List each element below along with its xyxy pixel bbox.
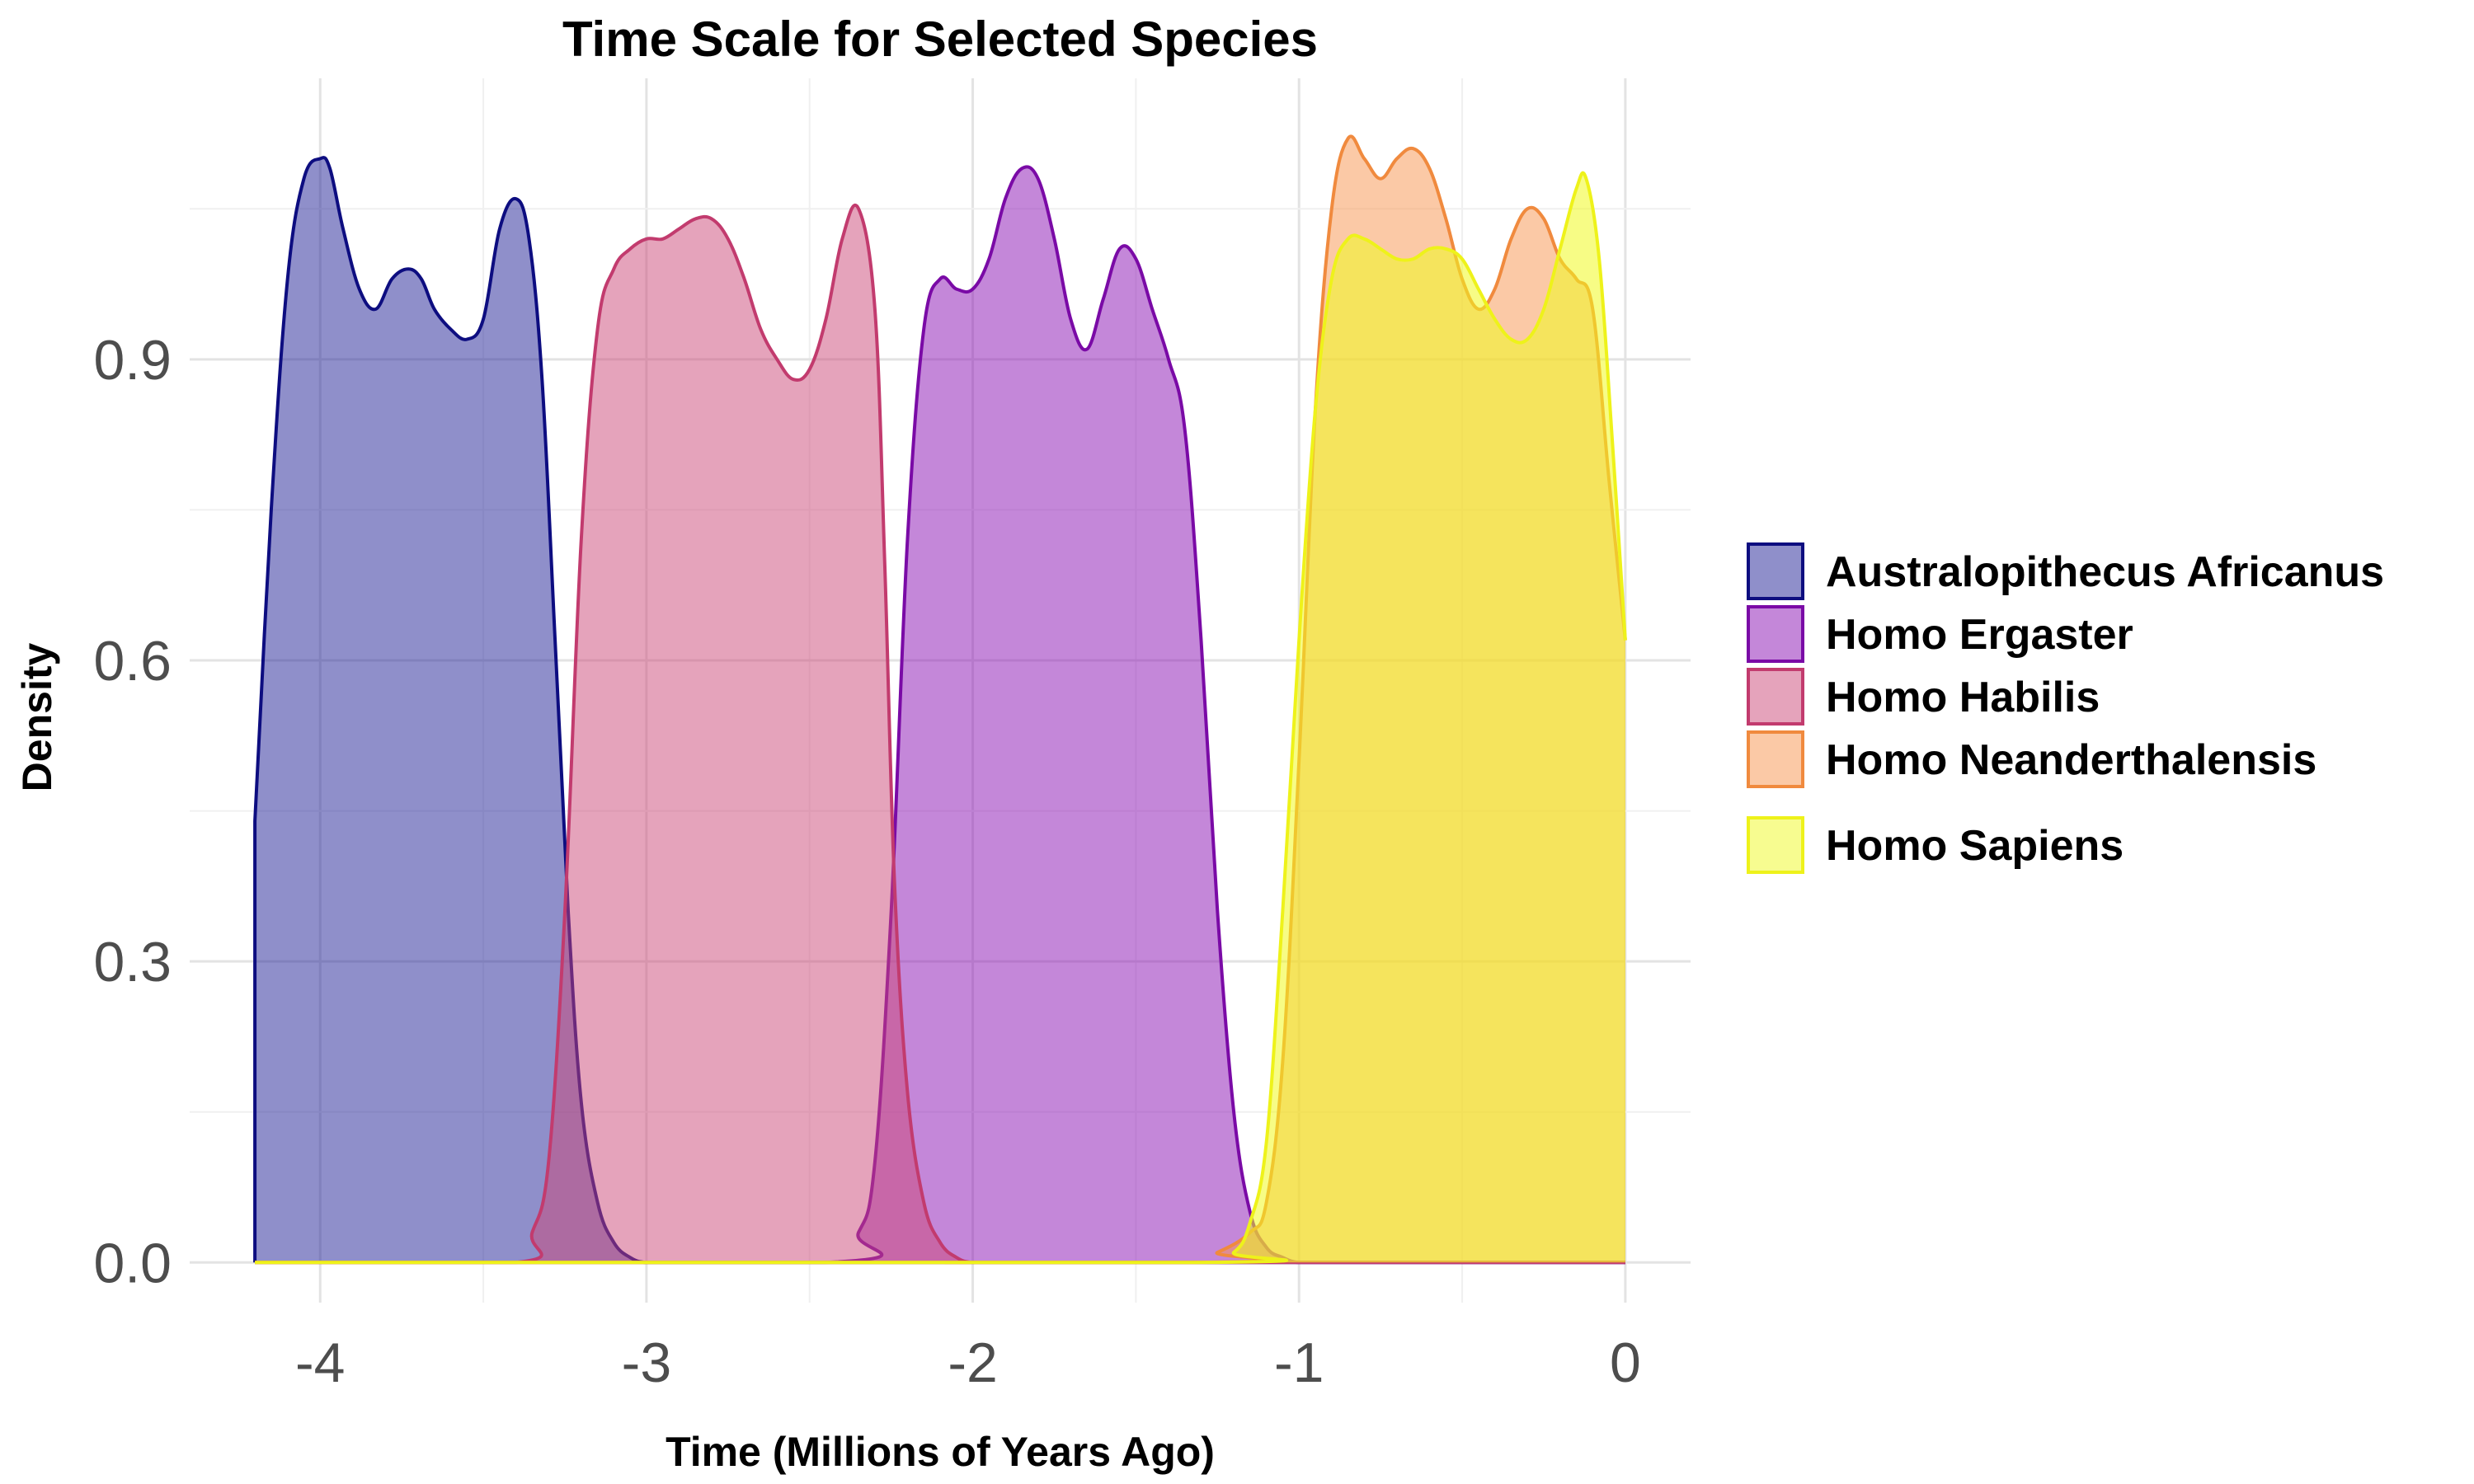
density-area-australopithecus-africanus — [255, 157, 1625, 1263]
y-tick-label: 0.3 — [93, 931, 172, 993]
legend-swatch-homo-ergaster — [1747, 605, 1804, 663]
legend-item-homo-habilis: Homo Habilis — [1747, 668, 2100, 726]
density-area-homo-ergaster — [255, 167, 1625, 1263]
legend-item-homo-sapiens: Homo Sapiens — [1747, 816, 2124, 874]
legend-label-homo-neanderthalensis: Homo Neanderthalensis — [1826, 736, 2316, 784]
y-axis-title: Density — [14, 643, 60, 792]
legend-swatch-homo-neanderthalensis — [1747, 730, 1804, 788]
legend-item-homo-neanderthalensis: Homo Neanderthalensis — [1747, 730, 2316, 788]
chart-title: Time Scale for Selected Species — [562, 12, 1318, 67]
x-tick-label: -1 — [1274, 1331, 1324, 1394]
legend-label-australopithecus-africanus: Australopithecus Africanus — [1826, 548, 2384, 596]
legend-label-homo-sapiens: Homo Sapiens — [1826, 822, 2124, 870]
legend-item-australopithecus-africanus: Australopithecus Africanus — [1747, 542, 2384, 600]
density-area-homo-sapiens — [255, 172, 1625, 1263]
density-area-homo-habilis — [255, 204, 1625, 1263]
y-tick-label: 0.0 — [93, 1232, 172, 1294]
legend-swatch-australopithecus-africanus — [1747, 542, 1804, 600]
legend-swatch-homo-habilis — [1747, 668, 1804, 726]
density-line-homo-neanderthalensis — [255, 134, 1627, 1265]
legend: Australopithecus Africanus Homo Ergaster H… — [1747, 542, 2384, 874]
legend-item-homo-ergaster: Homo Ergaster — [1747, 605, 2133, 663]
legend-swatch-homo-sapiens — [1747, 816, 1804, 874]
density-line-homo-sapiens — [255, 171, 1627, 1265]
y-tick-label: 0.6 — [93, 630, 172, 693]
x-tick-label: -3 — [622, 1331, 671, 1394]
x-tick-label: 0 — [1610, 1331, 1641, 1394]
x-tick-label: -2 — [948, 1331, 997, 1394]
area-layer — [253, 134, 1627, 1265]
legend-label-homo-ergaster: Homo Ergaster — [1826, 611, 2133, 659]
tick-layer: -4 -3 -2 -1 0 0.0 0.3 0.6 0.9 — [93, 329, 1640, 1394]
x-tick-label: -4 — [295, 1331, 345, 1394]
density-line-homo-habilis — [255, 203, 1625, 1265]
y-tick-label: 0.9 — [93, 329, 172, 392]
legend-label-homo-habilis: Homo Habilis — [1826, 674, 2100, 721]
x-axis-title: Time (Millions of Years Ago) — [666, 1429, 1215, 1475]
